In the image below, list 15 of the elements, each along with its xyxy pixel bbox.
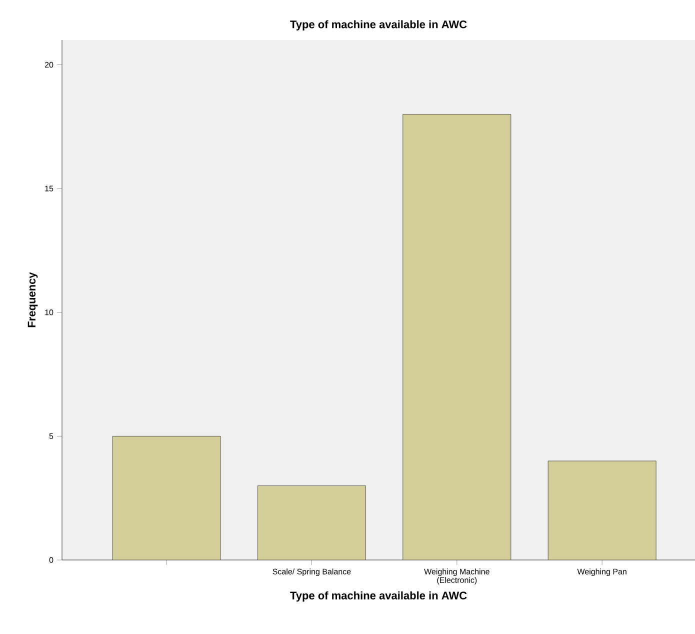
y-tick-label: 0: [49, 557, 54, 563]
y-tick-label: 5: [49, 433, 54, 439]
x-tick-label: Scale/ Spring Balance: [272, 568, 351, 576]
y-tick-label: 20: [44, 62, 54, 68]
bar: [258, 486, 366, 560]
y-axis-title: Frequency: [28, 272, 38, 328]
y-tick-label: 10: [45, 310, 54, 316]
bar: [548, 460, 656, 560]
chart-title: Type of machine available in AWC: [290, 20, 467, 30]
bar: [112, 436, 221, 560]
bar: [402, 114, 512, 560]
y-tick-label: 15: [45, 186, 54, 192]
x-tick-label: Weighing Pan: [577, 568, 626, 576]
x-axis-title: Type of machine available in AWC: [290, 591, 467, 602]
x-tick-label: Weighing Machine (Electronic): [424, 568, 490, 584]
